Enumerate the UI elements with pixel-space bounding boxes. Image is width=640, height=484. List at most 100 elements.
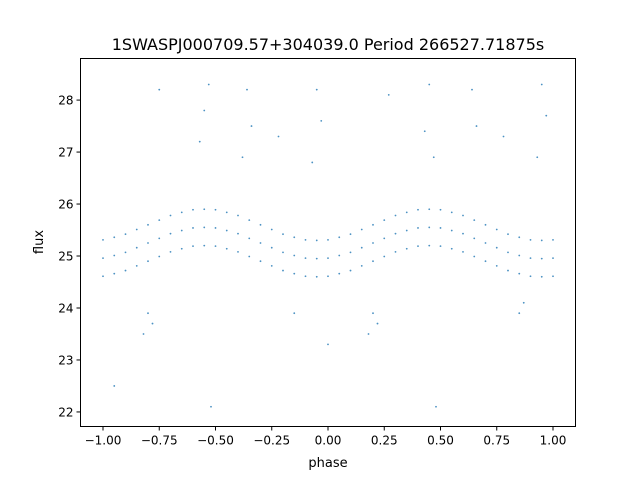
data-point	[439, 245, 442, 248]
data-point	[507, 251, 509, 254]
data-point	[462, 232, 464, 235]
data-point	[383, 255, 386, 258]
data-point	[282, 233, 284, 236]
data-point	[484, 242, 487, 244]
data-point	[383, 219, 386, 222]
data-point	[372, 223, 374, 226]
data-point	[192, 245, 194, 248]
data-point	[259, 260, 262, 263]
data-point	[135, 228, 138, 231]
data-point	[545, 114, 548, 117]
data-point	[293, 272, 296, 275]
data-point	[282, 269, 284, 272]
data-point	[151, 322, 154, 325]
x-tick-label: 0.00	[315, 434, 342, 448]
plot-frame	[80, 58, 576, 427]
data-point	[270, 228, 273, 231]
data-point	[372, 260, 374, 263]
chart-title: 1SWASPJ000709.57+304039.0 Period 266527.…	[112, 35, 544, 54]
data-point	[428, 244, 431, 247]
data-point	[192, 208, 194, 211]
data-point	[428, 83, 431, 86]
data-point	[376, 322, 379, 325]
data-point	[158, 88, 161, 91]
data-point	[147, 242, 149, 244]
data-point	[198, 140, 201, 143]
data-point	[158, 237, 161, 240]
x-tick-label: 0.25	[371, 434, 398, 448]
data-point	[552, 257, 554, 259]
data-point	[417, 245, 419, 248]
data-point	[502, 135, 505, 138]
data-point	[522, 301, 525, 304]
data-point	[293, 254, 296, 257]
data-point	[540, 239, 543, 242]
data-point	[383, 237, 386, 240]
data-point	[113, 254, 116, 257]
data-point	[124, 269, 127, 272]
data-point	[304, 257, 307, 259]
data-point	[495, 246, 498, 249]
data-point	[450, 229, 453, 232]
y-tick-label: 27	[58, 146, 73, 160]
y-axis-label: flux	[32, 230, 47, 254]
x-tick-label: −1.00	[85, 434, 122, 448]
data-point	[203, 208, 206, 211]
data-point	[552, 275, 554, 278]
data-point	[225, 247, 228, 250]
data-point	[135, 246, 138, 249]
data-point	[417, 227, 419, 229]
data-point	[225, 211, 228, 214]
data-point	[484, 223, 487, 226]
data-point	[158, 255, 161, 258]
points-layer	[102, 83, 554, 408]
data-point	[147, 260, 149, 263]
data-point	[225, 229, 228, 232]
data-point	[311, 161, 314, 164]
data-point	[473, 255, 476, 258]
data-point	[214, 245, 217, 248]
data-point	[439, 208, 442, 211]
data-point	[142, 333, 145, 335]
data-point	[315, 257, 318, 260]
data-point	[423, 130, 426, 133]
data-point	[529, 257, 532, 259]
x-tick-label: 1.00	[540, 434, 567, 448]
data-point	[327, 343, 329, 346]
data-point	[315, 239, 318, 242]
data-point	[248, 237, 251, 240]
data-point	[180, 247, 183, 250]
y-axis: 22 23 24 25 26 27 28	[58, 94, 81, 419]
data-point	[471, 88, 473, 91]
data-point	[507, 233, 509, 236]
data-point	[417, 208, 419, 211]
data-point	[169, 214, 172, 217]
data-point	[338, 254, 341, 257]
x-tick-label: −0.25	[253, 434, 290, 448]
data-point	[192, 227, 194, 229]
data-point	[102, 257, 104, 259]
data-point	[518, 272, 521, 275]
data-point	[507, 269, 509, 272]
data-point	[387, 93, 390, 96]
data-point	[248, 255, 251, 258]
data-point	[540, 275, 543, 278]
data-point	[203, 244, 206, 247]
data-point	[405, 211, 408, 214]
data-point	[277, 135, 280, 138]
data-point	[113, 272, 116, 275]
data-point	[102, 239, 104, 241]
data-point	[270, 264, 273, 267]
x-tick-label: −0.75	[141, 434, 178, 448]
data-point	[536, 156, 539, 159]
data-point	[102, 275, 104, 278]
data-point	[495, 228, 498, 231]
data-point	[428, 208, 431, 211]
data-point	[293, 312, 296, 315]
data-point	[180, 229, 183, 232]
data-point	[484, 260, 487, 263]
data-point	[349, 269, 352, 272]
data-point	[327, 257, 329, 259]
data-point	[394, 232, 397, 235]
